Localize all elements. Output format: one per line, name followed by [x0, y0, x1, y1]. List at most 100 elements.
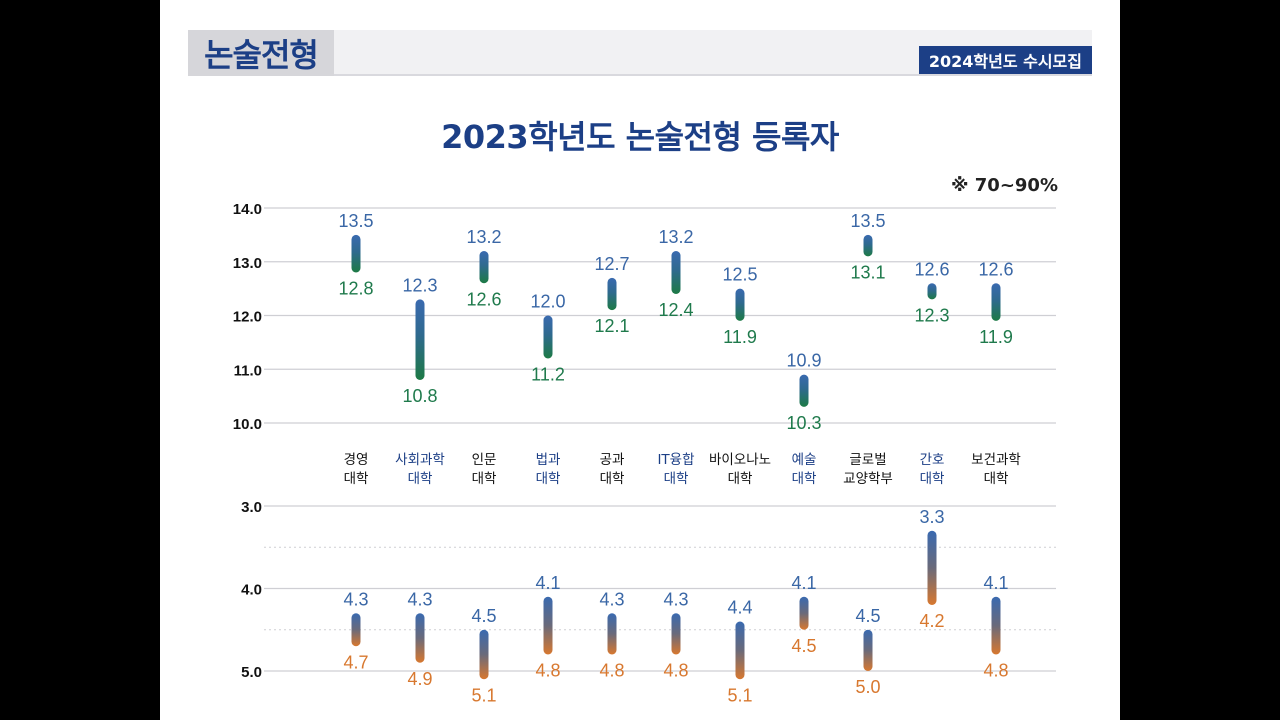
y-tick-label-top: 13.0: [233, 255, 262, 272]
low-value-label: 4.7: [343, 652, 368, 672]
low-value-label: 11.9: [723, 327, 757, 347]
high-value-label: 12.3: [402, 275, 437, 295]
range-bar-bottom: [479, 629, 489, 680]
low-value-label: 5.1: [471, 685, 496, 705]
admission-badge: 2024학년도 수시모집: [918, 46, 1092, 74]
range-bar-top: [607, 277, 617, 311]
category-label: 바이오나노: [709, 452, 771, 468]
range-bar-top: [479, 251, 489, 284]
high-value-label: 3.3: [919, 507, 944, 527]
low-value-label: 13.1: [850, 262, 885, 282]
high-value-label: 4.3: [663, 589, 688, 609]
low-value-label: 4.2: [919, 611, 944, 631]
y-tick-label-bottom: 3.0: [241, 499, 262, 516]
low-value-label: 4.8: [663, 661, 688, 681]
y-tick-label-bottom: 5.0: [241, 664, 262, 681]
range-bar-bottom: [607, 613, 617, 655]
range-bar-bottom: [863, 629, 873, 671]
category-label: 간호: [920, 452, 945, 468]
range-bar-bottom: [543, 596, 553, 655]
range-bar-top: [735, 288, 745, 321]
range-chart: 14.0 13.0 12.0 11.0 10.0 13.5 12.8 12.3 10.8 13.2…: [233, 201, 1056, 705]
low-value-label: 12.1: [594, 316, 629, 336]
high-value-label: 4.1: [791, 573, 816, 593]
low-value-label: 11.9: [979, 327, 1013, 347]
category-label: 경영: [344, 452, 369, 468]
range-bar-top: [543, 315, 553, 359]
range-note: ※ 70~90%: [951, 175, 1058, 196]
high-value-label: 13.2: [658, 227, 693, 247]
y-tick-label-top: 11.0: [234, 362, 262, 379]
y-tick-label-top: 12.0: [233, 309, 262, 326]
high-value-label: 13.5: [850, 211, 885, 231]
category-label: 대학: [472, 471, 497, 487]
range-bar-bottom: [991, 596, 1001, 655]
low-value-label: 12.8: [338, 279, 373, 299]
low-value-label: 12.4: [658, 300, 693, 320]
range-bar-top: [799, 374, 809, 407]
range-bar-top: [415, 299, 425, 380]
header-bar: 논술전형 2024학년도 수시모집: [188, 30, 1092, 76]
range-bar-bottom: [671, 613, 681, 655]
high-value-label: 4.1: [983, 573, 1008, 593]
high-value-label: 4.1: [535, 573, 560, 593]
high-value-label: 12.0: [530, 292, 565, 312]
range-bar-bottom: [799, 596, 809, 630]
low-value-label: 11.2: [531, 365, 565, 385]
high-value-label: 4.4: [727, 598, 752, 618]
category-label: 대학: [920, 471, 945, 487]
category-label: 공과: [600, 452, 625, 468]
high-value-label: 13.5: [338, 211, 373, 231]
high-value-label: 12.5: [722, 265, 757, 285]
range-bar-bottom: [351, 613, 361, 647]
category-label: 글로벌: [849, 452, 886, 468]
range-bar-top: [351, 234, 361, 273]
category-label: 인문: [472, 452, 497, 468]
category-label: 대학: [408, 471, 433, 487]
category-label: 예술: [792, 452, 817, 468]
y-tick-label-bottom: 4.0: [241, 582, 262, 599]
high-value-label: 4.5: [471, 606, 496, 626]
low-value-label: 12.6: [466, 289, 501, 309]
high-value-label: 4.3: [407, 589, 432, 609]
low-value-label: 4.9: [407, 669, 432, 689]
category-label: IT융합: [657, 452, 694, 468]
low-value-label: 5.1: [727, 685, 752, 705]
high-value-label: 4.5: [855, 606, 880, 626]
high-value-label: 12.6: [914, 259, 949, 279]
low-value-label: 4.8: [535, 661, 560, 681]
category-label: 법과: [536, 452, 561, 468]
range-bar-top: [863, 234, 873, 257]
high-value-label: 4.3: [599, 589, 624, 609]
low-value-label: 5.0: [855, 677, 880, 697]
category-label: 대학: [728, 471, 753, 487]
slide: 논술전형 2024학년도 수시모집 2023학년도 논술전형 등록자 ※ 70~…: [160, 0, 1120, 720]
category-label: 보건과학: [971, 452, 1021, 468]
y-tick-label-top: 10.0: [233, 416, 262, 433]
category-label: 대학: [792, 471, 817, 487]
y-tick-label-top: 14.0: [233, 201, 262, 218]
low-value-label: 10.3: [786, 413, 821, 433]
range-bar-bottom: [415, 613, 425, 663]
category-label: 교양학부: [843, 471, 893, 487]
category-label: 사회과학: [395, 452, 445, 468]
low-value-label: 12.3: [914, 305, 949, 325]
high-value-label: 12.6: [978, 259, 1013, 279]
chart-title: 2023학년도 논술전형 등록자: [441, 118, 839, 156]
high-value-label: 13.2: [466, 227, 501, 247]
low-value-label: 4.8: [599, 661, 624, 681]
category-label: 대학: [344, 471, 369, 487]
range-bar-top: [991, 283, 1001, 321]
category-label: 대학: [536, 471, 561, 487]
high-value-label: 4.3: [343, 589, 368, 609]
category-label: 대학: [600, 471, 625, 487]
category-label: 대학: [664, 471, 689, 487]
range-bar-bottom: [927, 530, 937, 605]
category-label: 대학: [984, 471, 1009, 487]
section-tab: 논술전형: [188, 30, 334, 76]
high-value-label: 12.7: [594, 254, 629, 274]
range-bar-top: [671, 251, 681, 294]
range-bar-top: [927, 283, 937, 300]
range-bar-bottom: [735, 621, 745, 680]
section-title: 논술전형: [204, 36, 319, 74]
